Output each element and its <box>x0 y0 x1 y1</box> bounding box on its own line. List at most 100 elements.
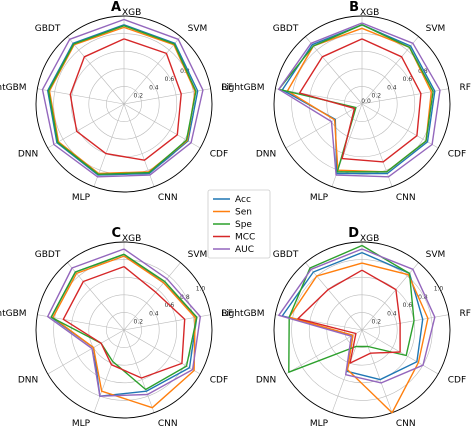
legend-label: Acc <box>235 195 251 205</box>
grid-spoke <box>37 314 125 331</box>
series-line-auc <box>47 248 201 397</box>
radial-tick-label: 0.6 <box>403 76 413 83</box>
axis-label: LightGBM <box>221 309 264 319</box>
legend-label: MCC <box>235 233 255 243</box>
radial-tick-label: 0.4 <box>387 84 397 91</box>
axis-label: CDF <box>210 376 228 386</box>
axis-label: SVM <box>188 24 208 34</box>
series-line-spe <box>278 24 434 173</box>
axis-label: DNN <box>256 376 276 386</box>
axis-label: GBDT <box>35 250 61 260</box>
panel-label: C <box>111 226 121 241</box>
grid-spoke <box>123 262 181 331</box>
series-line-spe <box>288 244 415 373</box>
grid-spoke <box>37 88 125 105</box>
legend-label: AUC <box>235 245 254 255</box>
axis-label: SVM <box>426 24 446 34</box>
radar-panel-d: 0.2 0.4 0.6 0.8 1.0 D XGB SVM RF CDF CNN MLP DNN Ligh… <box>221 226 471 429</box>
grid-spoke <box>361 329 393 413</box>
radial-tick-label: 0.2 <box>134 93 144 100</box>
grid-spoke <box>285 103 363 149</box>
series-line-spe <box>50 253 198 391</box>
radial-tick-label: 0.6 <box>403 302 413 309</box>
radial-tick-label: 0.6 <box>165 76 175 83</box>
series-line-mcc <box>298 38 422 163</box>
radial-tick-label: 0.8 <box>180 294 190 301</box>
legend-label: Sen <box>235 208 252 218</box>
axis-label: DNN <box>18 376 38 386</box>
axis-label: DNN <box>256 150 276 160</box>
series-line-mcc <box>297 269 401 364</box>
axis-label: MLP <box>310 193 329 203</box>
panel-label: B <box>349 0 359 15</box>
axis-label: XGB <box>360 234 379 244</box>
radial-tick-label: 0.4 <box>149 84 159 91</box>
legend: Acc Sen Spe MCC AUC <box>207 189 271 259</box>
series-line-sen <box>288 262 429 414</box>
radial-tick-label: 1.0 <box>434 286 444 293</box>
radial-tick-label: 0.8 <box>180 68 190 75</box>
grid-spoke <box>47 103 125 149</box>
axis-label: RF <box>221 83 232 93</box>
series-line-auc <box>278 248 436 384</box>
axis-label: MLP <box>310 419 329 429</box>
axis-label: GBDT <box>273 250 299 260</box>
axis-label: MLP <box>72 193 91 203</box>
grid-spoke <box>305 262 363 331</box>
series-line-sen <box>286 27 432 173</box>
series-line-mcc <box>69 38 182 161</box>
grid-spoke <box>67 36 125 105</box>
series-line-sen <box>52 255 196 409</box>
series-line-acc <box>47 24 199 176</box>
radar-panel-b: 0.00.20.40.60.8B XGBSVMRFCDFCNNMLPDNNLigh… <box>221 0 471 203</box>
radial-tick-label: 0.4 <box>149 310 159 317</box>
outer-spine <box>273 241 451 419</box>
axis-label: MLP <box>72 419 91 429</box>
axis-label: RF <box>221 309 232 319</box>
axis-label: GBDT <box>35 24 61 34</box>
radial-tick-label: 0.8 <box>418 294 428 301</box>
radial-tick-label: 0.0 <box>361 98 371 105</box>
series-line-mcc <box>62 265 186 379</box>
radial-tick-label: 0.2 <box>372 93 382 100</box>
axis-label: GBDT <box>273 24 299 34</box>
axis-label: CNN <box>158 419 178 429</box>
grid-spoke <box>47 329 125 375</box>
axis-label: RF <box>459 309 470 319</box>
axis-label: CNN <box>396 419 416 429</box>
axis-label: CDF <box>210 150 228 160</box>
axis-label: CDF <box>448 376 466 386</box>
outer-spine <box>35 15 213 193</box>
series-line-auc <box>41 18 204 178</box>
legend-label: Spe <box>235 220 252 230</box>
panel-label: A <box>111 0 121 15</box>
axis-label: LightGBM <box>221 83 264 93</box>
grid-spoke <box>123 36 181 105</box>
legend-frame <box>207 189 271 259</box>
grid-spoke <box>93 329 125 413</box>
grid-spoke <box>305 36 363 105</box>
axis-label: XGB <box>360 8 379 18</box>
grid-spoke <box>361 36 419 105</box>
axis-label: DNN <box>18 150 38 160</box>
series-line-spe <box>47 25 197 175</box>
grid-spoke <box>123 329 201 375</box>
outer-spine <box>273 15 451 193</box>
series-line-acc <box>281 251 424 381</box>
panel-label: D <box>348 226 359 241</box>
series-line-sen <box>48 26 196 175</box>
grid-spoke <box>361 262 419 331</box>
radial-tick-label: 1.0 <box>196 286 206 293</box>
outer-spine <box>35 241 213 419</box>
axis-label: CDF <box>448 150 466 160</box>
grid-spoke <box>285 329 363 375</box>
radial-tick-label: 0.2 <box>372 319 382 326</box>
grid-spoke <box>361 103 439 149</box>
axis-label: XGB <box>122 234 141 244</box>
radial-tick-label: 0.4 <box>387 310 397 317</box>
axis-label: CNN <box>158 193 178 203</box>
axis-label: XGB <box>122 8 141 18</box>
axis-label: LightGBM <box>0 83 27 93</box>
